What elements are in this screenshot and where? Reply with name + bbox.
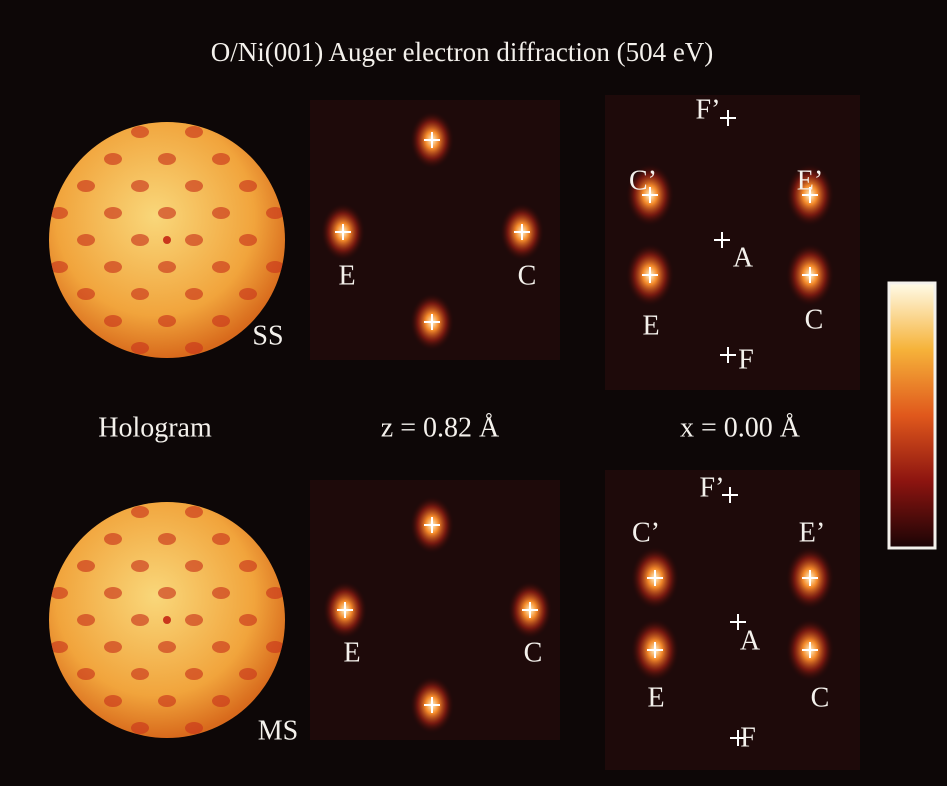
spot-label: C xyxy=(524,637,543,668)
blotch xyxy=(212,587,230,599)
column-label: Hologram xyxy=(98,412,212,443)
blotch xyxy=(185,180,203,192)
blotch xyxy=(185,614,203,626)
spot-label: F xyxy=(740,722,756,753)
blotch xyxy=(212,641,230,653)
blotch xyxy=(212,315,230,327)
blotch xyxy=(77,234,95,246)
spot-label: F’ xyxy=(696,94,721,125)
blotch xyxy=(158,695,176,707)
blotch xyxy=(131,180,149,192)
column-label: z = 0.82 Å xyxy=(381,412,500,443)
spot-label: E xyxy=(338,260,355,291)
blotch xyxy=(212,533,230,545)
blotch xyxy=(104,207,122,219)
blotch xyxy=(185,234,203,246)
blotch xyxy=(185,560,203,572)
blotch xyxy=(77,180,95,192)
blotch xyxy=(239,560,257,572)
blotch xyxy=(158,641,176,653)
blotch xyxy=(239,668,257,680)
spot-label: C xyxy=(805,304,824,335)
blotch xyxy=(212,695,230,707)
blotch xyxy=(185,722,203,734)
blotch xyxy=(77,560,95,572)
blotch xyxy=(131,288,149,300)
blotch xyxy=(185,342,203,354)
spot-label: A xyxy=(740,625,761,656)
blotch xyxy=(185,288,203,300)
blotch xyxy=(185,126,203,138)
blotch xyxy=(158,533,176,545)
blotch xyxy=(131,560,149,572)
colorbar xyxy=(889,283,935,548)
blotch xyxy=(185,506,203,518)
spot-label: F’ xyxy=(700,472,725,503)
blotch xyxy=(77,614,95,626)
spot-label: C xyxy=(518,260,537,291)
blotch xyxy=(104,315,122,327)
blotch xyxy=(104,153,122,165)
blotch xyxy=(77,288,95,300)
blotch xyxy=(158,587,176,599)
blotch xyxy=(131,342,149,354)
blotch xyxy=(131,126,149,138)
blotch xyxy=(158,153,176,165)
blotch xyxy=(239,180,257,192)
blotch xyxy=(104,641,122,653)
blotch xyxy=(104,695,122,707)
blotch xyxy=(212,261,230,273)
blotch xyxy=(212,207,230,219)
row-label: SS xyxy=(252,320,283,351)
cut-panel xyxy=(605,470,860,770)
spot-label: F xyxy=(738,344,754,375)
blotch xyxy=(158,315,176,327)
blotch xyxy=(158,207,176,219)
blotch xyxy=(104,533,122,545)
blotch xyxy=(104,587,122,599)
blotch xyxy=(131,234,149,246)
blotch xyxy=(131,722,149,734)
spot-label: C xyxy=(811,682,830,713)
sphere-center xyxy=(163,616,171,624)
blotch xyxy=(131,506,149,518)
blotch xyxy=(104,261,122,273)
blotch xyxy=(158,261,176,273)
blotch xyxy=(239,288,257,300)
spot-label: E xyxy=(647,682,664,713)
spot-label: E’ xyxy=(797,165,823,196)
spot-label: A xyxy=(733,242,754,273)
title: O/Ni(001) Auger electron diffraction (50… xyxy=(211,37,714,67)
blotch xyxy=(239,614,257,626)
spot-label: E xyxy=(642,310,659,341)
sphere-center xyxy=(163,236,171,244)
spot-label: E xyxy=(343,637,360,668)
blotch xyxy=(131,614,149,626)
blotch xyxy=(212,153,230,165)
figure: O/Ni(001) Auger electron diffraction (50… xyxy=(0,0,947,786)
spot-label: E’ xyxy=(799,517,825,548)
spot-label: C’ xyxy=(629,165,657,196)
blotch xyxy=(185,668,203,680)
row-label: MS xyxy=(258,715,298,746)
blotch xyxy=(239,234,257,246)
column-label: x = 0.00 Å xyxy=(680,412,801,443)
spot-label: C’ xyxy=(632,517,660,548)
blotch xyxy=(131,668,149,680)
blotch xyxy=(77,668,95,680)
